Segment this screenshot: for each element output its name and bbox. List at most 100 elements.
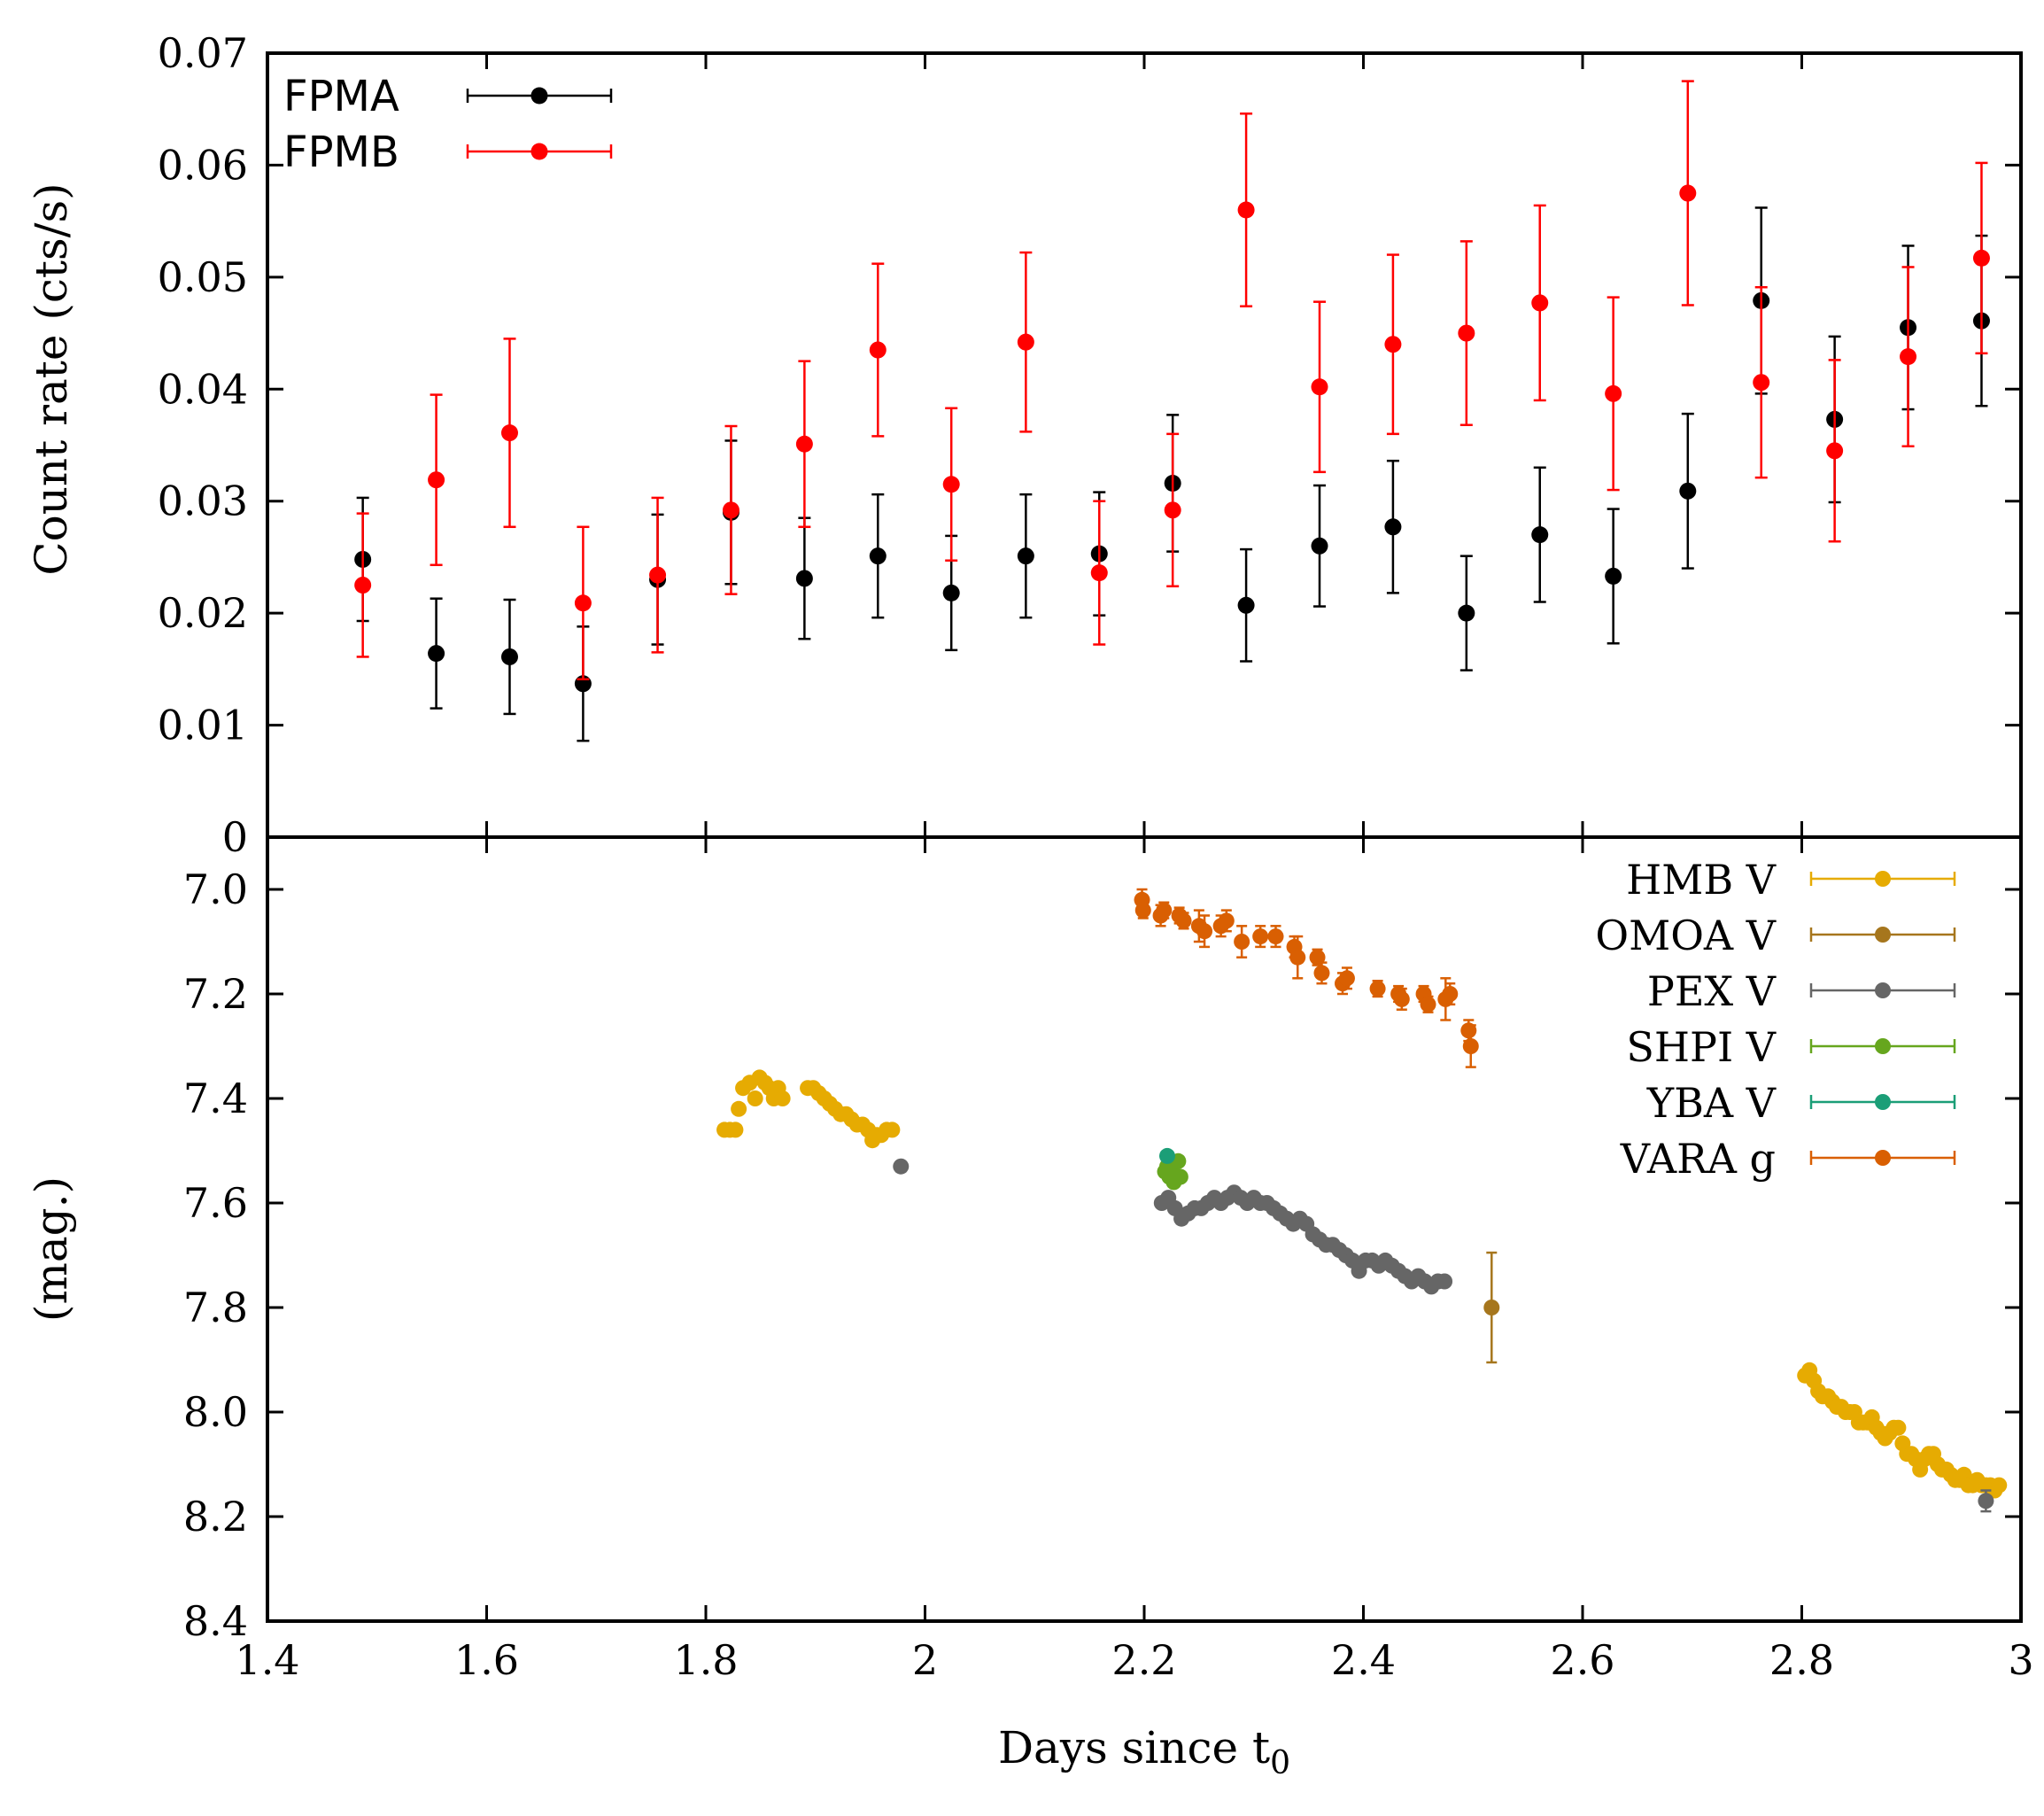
x-axis-title: Days since t0 bbox=[998, 1722, 1290, 1781]
data-point bbox=[1458, 324, 1475, 342]
y-tick-label: 0 bbox=[222, 813, 248, 861]
data-point bbox=[1289, 949, 1306, 966]
data-point bbox=[1196, 923, 1213, 940]
data-point bbox=[1458, 604, 1475, 622]
data-point bbox=[1531, 526, 1549, 544]
data-point bbox=[649, 566, 667, 584]
legend-marker bbox=[530, 143, 548, 160]
legend-label: PEX V bbox=[1647, 967, 1777, 1015]
data-point bbox=[1531, 294, 1549, 312]
data-point bbox=[574, 594, 592, 612]
top-y-axis-title: Count rate (cts/s) bbox=[26, 182, 77, 575]
y-tick-label: 0.02 bbox=[158, 589, 248, 637]
data-point bbox=[1384, 518, 1402, 536]
y-tick-label: 0.07 bbox=[158, 29, 248, 77]
data-point bbox=[1017, 333, 1034, 351]
data-point bbox=[1164, 501, 1181, 519]
data-point bbox=[869, 547, 887, 565]
legend-marker bbox=[1875, 1150, 1891, 1166]
y-tick-label: 0.05 bbox=[158, 253, 248, 301]
data-point bbox=[1090, 564, 1108, 582]
series-yba-v: YBA V bbox=[1158, 1079, 1956, 1164]
data-point bbox=[354, 577, 372, 594]
data-point bbox=[1483, 1300, 1500, 1315]
data-point bbox=[1393, 990, 1410, 1007]
data-point bbox=[1237, 596, 1255, 614]
legend-marker bbox=[1875, 927, 1891, 943]
data-point bbox=[1267, 928, 1284, 945]
data-point bbox=[1384, 336, 1402, 353]
series-fpmb: FPMB bbox=[283, 80, 1990, 680]
data-point bbox=[1679, 482, 1697, 500]
series-hmb-v: HMB V bbox=[716, 856, 2008, 1499]
y-tick-label: 7.8 bbox=[183, 1284, 248, 1331]
x-tick-label: 1.6 bbox=[454, 1636, 519, 1684]
data-point bbox=[1237, 201, 1255, 219]
data-point bbox=[500, 648, 518, 665]
data-point bbox=[1442, 986, 1459, 1002]
series-shpi-v: SHPI V bbox=[1157, 1023, 1956, 1191]
x-axis-title-main: Days since t bbox=[998, 1722, 1270, 1773]
data-point bbox=[747, 1090, 763, 1106]
data-point bbox=[1605, 384, 1622, 402]
data-point bbox=[727, 1121, 744, 1138]
series-omoa-v: OMOA V bbox=[1483, 912, 1956, 1364]
data-point bbox=[1134, 902, 1151, 919]
data-point bbox=[1172, 1168, 1188, 1185]
y-tick-label: 7.0 bbox=[183, 865, 248, 913]
data-point bbox=[1978, 1493, 1994, 1509]
x-tick-label: 2.4 bbox=[1331, 1636, 1396, 1684]
data-point bbox=[1309, 949, 1326, 966]
y-tick-label: 8.4 bbox=[183, 1597, 248, 1645]
data-point bbox=[1311, 378, 1328, 396]
data-point bbox=[893, 1158, 910, 1175]
legend-label: VARA g bbox=[1620, 1135, 1776, 1183]
x-tick-label: 2.2 bbox=[1111, 1636, 1176, 1684]
data-point bbox=[500, 424, 518, 442]
x-tick-label: 2.6 bbox=[1550, 1636, 1614, 1684]
data-point bbox=[1158, 1147, 1175, 1164]
data-point bbox=[1175, 912, 1192, 929]
data-point bbox=[428, 471, 445, 489]
legend-marker bbox=[1875, 1038, 1891, 1054]
series-vara-g: VARA g bbox=[1134, 888, 1956, 1183]
data-point bbox=[1436, 1273, 1453, 1290]
data-point bbox=[869, 341, 887, 359]
legend-marker bbox=[530, 87, 548, 105]
data-point bbox=[1313, 965, 1330, 982]
data-point bbox=[1156, 902, 1173, 919]
series-pex-v: PEX V bbox=[893, 967, 1994, 1513]
x-tick-label: 3 bbox=[2008, 1636, 2033, 1684]
data-point bbox=[1890, 1419, 1907, 1436]
top-panel: 0 0.01 0.02 0.03 0.04 0.05 0.06 0.07 FPMA FPMB bbox=[158, 29, 2023, 861]
data-point bbox=[722, 501, 739, 519]
legend-label: OMOA V bbox=[1595, 912, 1776, 959]
data-point bbox=[795, 570, 813, 587]
legend-marker bbox=[1875, 982, 1891, 998]
y-tick-label: 7.6 bbox=[183, 1179, 248, 1227]
bottom-y-axis-title: (mag.) bbox=[26, 1176, 77, 1322]
x-tick-label: 1.4 bbox=[235, 1636, 299, 1684]
bottom-panel: 7.0 7.2 7.4 7.6 7.8 8.0 8.2 8.41.4 1.6 1.8 2 2.2 2.4… bbox=[183, 835, 2034, 1684]
data-point bbox=[1900, 348, 1917, 366]
data-point bbox=[1605, 567, 1622, 585]
legend-label: FPMB bbox=[283, 128, 399, 177]
legend-marker bbox=[1875, 871, 1891, 887]
data-point bbox=[1234, 934, 1250, 950]
y-tick-label: 0.03 bbox=[158, 477, 248, 525]
legend-label: SHPI V bbox=[1626, 1023, 1776, 1071]
data-point bbox=[1369, 981, 1386, 997]
x-tick-label: 1.8 bbox=[673, 1636, 738, 1684]
data-point bbox=[1017, 547, 1034, 565]
legend-label: YBA V bbox=[1646, 1079, 1777, 1127]
y-tick-label: 0.06 bbox=[158, 141, 248, 189]
y-tick-label: 8.2 bbox=[183, 1493, 248, 1540]
data-point bbox=[1460, 1022, 1477, 1039]
legend-marker bbox=[1875, 1094, 1891, 1110]
y-tick-label: 0.01 bbox=[158, 702, 248, 749]
y-tick-label: 0.04 bbox=[158, 365, 248, 413]
x-tick-label: 2.8 bbox=[1769, 1636, 1834, 1684]
data-point bbox=[774, 1090, 791, 1106]
data-point bbox=[1218, 912, 1235, 929]
